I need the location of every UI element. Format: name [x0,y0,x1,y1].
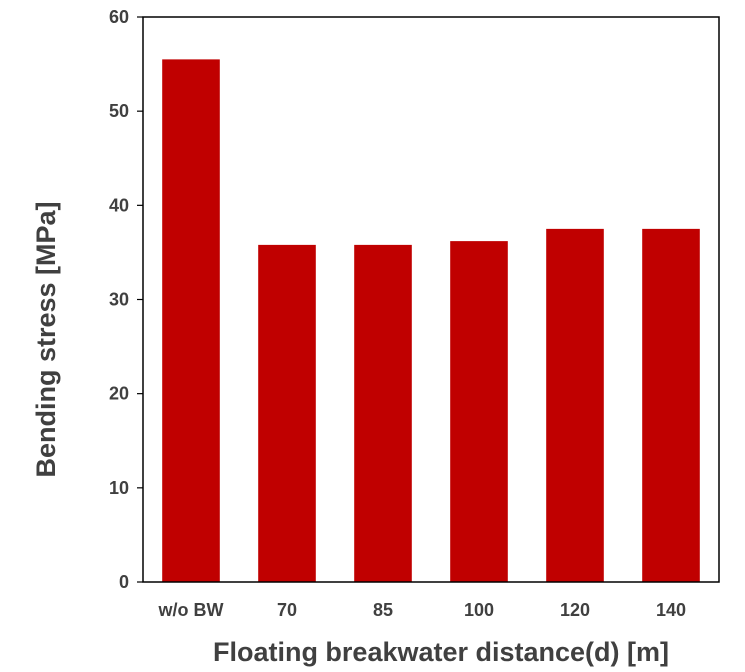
bar-3 [450,241,508,582]
plot-area-frame [142,16,720,583]
y-axis-title: Bending stress [MPa] [31,201,61,477]
bar-series [162,59,700,582]
y-tick-label-6: 60 [109,7,129,27]
y-tick-label-2: 20 [109,384,129,404]
x-tick-label-2: 85 [373,600,393,620]
x-tick-label-5: 140 [656,600,686,620]
bar-4 [546,228,604,582]
y-tick-label-1: 10 [109,478,129,498]
x-tick-label-3: 100 [464,600,494,620]
x-axis-title: Floating breakwater distance(d) [m] [213,637,669,667]
x-tick-label-0: w/o BW [158,600,224,620]
bar-0 [162,59,220,582]
bar-2 [354,244,412,582]
y-tick-label-5: 50 [109,101,129,121]
x-tick-label-1: 70 [277,600,297,620]
y-tick-label-3: 30 [109,290,129,310]
bar-1 [258,244,316,582]
bar-5 [642,228,700,582]
y-tick-label-4: 40 [109,195,129,215]
x-axis-tick-labels: w/o BW 70 85 100 120 140 [158,600,687,620]
x-tick-label-4: 120 [560,600,590,620]
y-tick-label-0: 0 [119,572,129,592]
y-axis-ticks: 0 10 20 30 40 50 60 [109,7,143,592]
